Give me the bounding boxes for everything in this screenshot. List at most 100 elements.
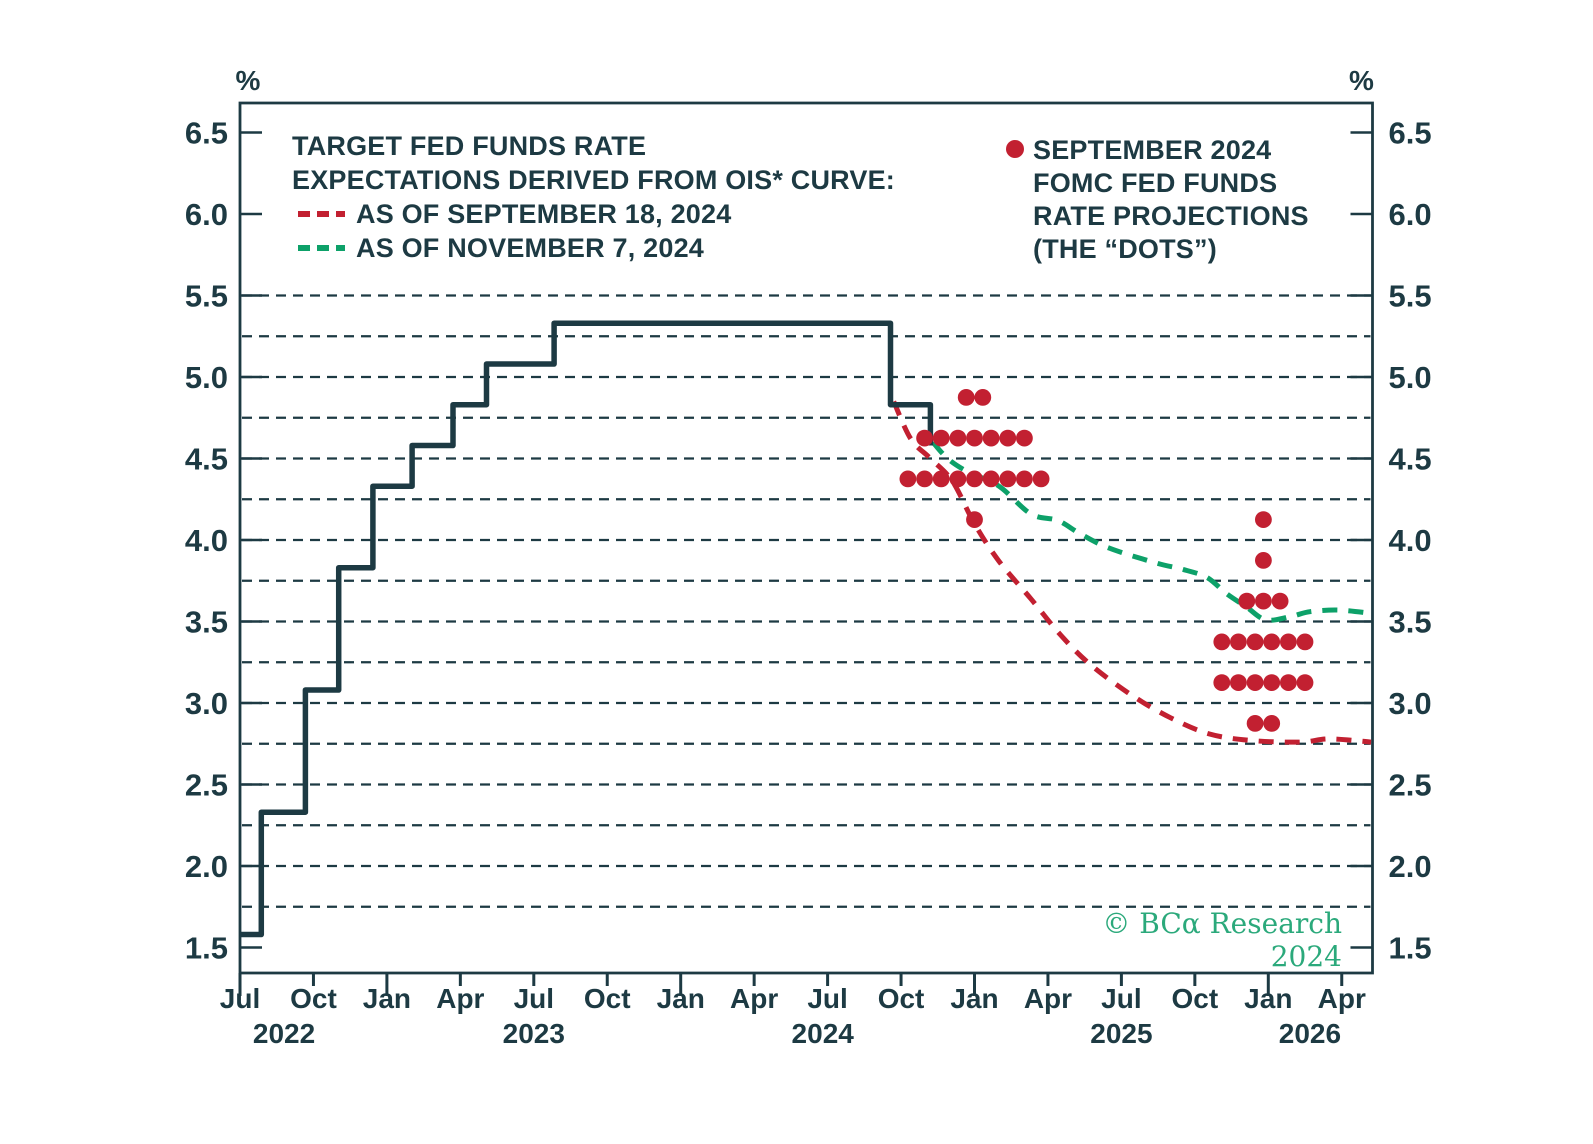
y-label-right: 5.5 — [1389, 279, 1432, 314]
ois-legend: TARGET FED FUNDS RATE EXPECTATIONS DERIV… — [292, 129, 895, 265]
fomc-dot — [1280, 633, 1297, 651]
fomc-dot — [1213, 674, 1231, 691]
y-label-right: 4.5 — [1389, 442, 1432, 477]
y-label-left: 5.0 — [185, 360, 228, 395]
fomc-dot — [1016, 429, 1033, 447]
fomc-dot — [1255, 511, 1272, 528]
fomc-dots — [899, 389, 1314, 732]
fomc-dot — [1238, 592, 1256, 610]
fomc-dot — [1296, 633, 1314, 651]
y-label-left: 3.0 — [185, 686, 228, 721]
month-label: Oct — [1172, 983, 1219, 1014]
fomc-dot — [932, 470, 950, 488]
month-label: Apr — [1024, 983, 1072, 1014]
fomc-dot — [899, 470, 917, 488]
red-dash-icon — [298, 211, 345, 217]
y-label-right: 3.5 — [1389, 605, 1432, 640]
year-label: 2023 — [503, 1018, 565, 1049]
y-label-left: 2.0 — [185, 849, 228, 884]
dots-legend-line1: SEPTEMBER 2024 — [1033, 135, 1272, 165]
y-label-right: 5.0 — [1389, 360, 1432, 395]
fomc-dot — [1230, 633, 1247, 651]
ois-nov7-curve — [931, 440, 1372, 623]
dots-legend-line3: RATE PROJECTIONS — [1033, 201, 1309, 231]
y-label-right: 6.0 — [1389, 197, 1432, 232]
fomc-dot — [1263, 715, 1281, 732]
dots-legend: SEPTEMBER 2024 FOMC FED FUNDS RATE PROJE… — [1006, 134, 1309, 266]
y-label-right: 2.0 — [1389, 849, 1432, 884]
month-labels: Jul Oct Jan Apr Jul Oct Jan Apr Jul Oct Jan Apr Jul O… — [220, 983, 1366, 1014]
green-dash-icon — [298, 245, 345, 251]
month-label: Apr — [730, 983, 778, 1014]
fomc-dot — [949, 470, 967, 488]
y-label-right: 6.5 — [1389, 116, 1432, 151]
fomc-dot — [1263, 674, 1281, 691]
fomc-dot — [966, 511, 983, 528]
ois-legend-item-nov7: AS OF NOVEMBER 7, 2024 — [298, 231, 895, 265]
fomc-dot — [982, 429, 1000, 447]
fomc-dot — [916, 429, 933, 447]
month-label: Oct — [584, 983, 631, 1014]
month-label: Jul — [220, 983, 260, 1014]
fomc-dot — [1016, 470, 1033, 488]
ois-legend-item-sep18: AS OF SEPTEMBER 18, 2024 — [298, 197, 895, 231]
fomc-dot — [974, 389, 992, 406]
y-label-left: 4.5 — [185, 442, 228, 477]
fomc-dot — [957, 389, 975, 406]
red-dot-icon — [1006, 140, 1024, 158]
month-label: Jan — [363, 983, 411, 1014]
month-label: Jan — [950, 983, 998, 1014]
fomc-dot — [1246, 715, 1264, 732]
fomc-dot — [1271, 592, 1289, 610]
y-label-left: 3.5 — [185, 605, 228, 640]
fomc-dot — [1230, 674, 1247, 691]
y-label-left: 5.5 — [185, 279, 228, 314]
y-label-left: 6.5 — [185, 116, 228, 151]
fomc-dot — [999, 470, 1017, 488]
percent-label-right: % — [1349, 65, 1374, 96]
fomc-dot — [999, 429, 1017, 447]
y-axis-ticks — [240, 131, 1373, 949]
year-label: 2025 — [1090, 1018, 1152, 1049]
y-label-right: 1.5 — [1389, 931, 1432, 966]
ois-legend-title-line1: TARGET FED FUNDS RATE — [292, 131, 647, 161]
month-label: Oct — [878, 983, 925, 1014]
percent-labels: %% — [236, 65, 1375, 96]
month-label: Apr — [1318, 983, 1366, 1014]
y-label-right: 4.0 — [1389, 523, 1432, 558]
y-label-left: 2.5 — [185, 768, 228, 803]
fomc-dot — [1255, 592, 1272, 610]
grid-lines — [242, 294, 1371, 908]
fomc-dot — [1213, 633, 1231, 651]
fomc-dot — [1246, 633, 1264, 651]
y-label-right: 2.5 — [1389, 768, 1432, 803]
ois-sep18-curve — [891, 400, 1372, 745]
month-label: Jan — [657, 983, 705, 1014]
fomc-dot — [1246, 674, 1264, 691]
year-label: 2022 — [253, 1018, 315, 1049]
y-label-left: 4.0 — [185, 523, 228, 558]
fomc-dot — [916, 470, 933, 488]
x-axis-ticks — [238, 973, 1344, 996]
month-label: Jul — [514, 983, 554, 1014]
fomc-dot — [932, 429, 950, 447]
y-axis-labels: 1.5 1.5 2.0 2.0 2.5 2.5 3.0 3.0 3.5 3.5 4.0 4.0 4.5 4… — [185, 116, 1432, 966]
dots-legend-text: SEPTEMBER 2024 FOMC FED FUNDS RATE PROJE… — [1033, 134, 1309, 266]
actual-rate-step-line — [240, 320, 934, 938]
fomc-dot — [966, 429, 983, 447]
month-label: Jan — [1244, 983, 1292, 1014]
year-label: 2026 — [1279, 1018, 1341, 1049]
ois-legend-title-line2: EXPECTATIONS DERIVED FROM OIS* CURVE: — [292, 165, 895, 195]
fomc-dot — [1296, 674, 1314, 691]
dots-legend-line2: FOMC FED FUNDS — [1033, 168, 1278, 198]
y-label-right: 3.0 — [1389, 686, 1432, 721]
y-label-left: 1.5 — [185, 931, 228, 966]
y-label-left: 6.0 — [185, 197, 228, 232]
month-label: Jul — [807, 983, 847, 1014]
fomc-dot — [966, 470, 983, 488]
year-labels: 2022 2023 2024 2025 2026 — [253, 1018, 1341, 1049]
percent-label-left: % — [236, 65, 261, 96]
fomc-dot — [1280, 674, 1297, 691]
